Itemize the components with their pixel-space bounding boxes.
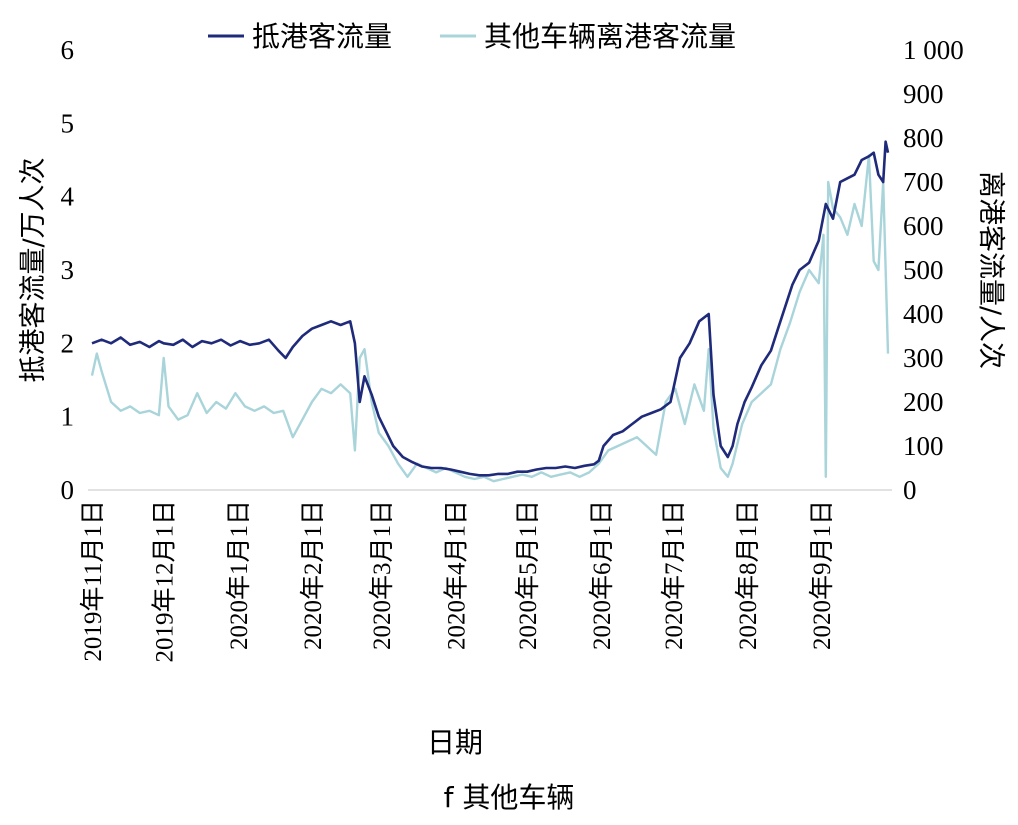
left-axis-title: 抵港客流量/万人次 [18, 157, 49, 382]
x-tick-label: 2020年4月1日 [442, 500, 470, 650]
right-tick-label: 400 [903, 299, 944, 329]
right-axis-ticks: 0 100 200 300 400 500 600 700 800 900 1 000 [903, 35, 964, 505]
left-axis-ticks: 0 1 2 3 4 5 6 [61, 35, 75, 505]
right-tick-label: 500 [903, 255, 944, 285]
figure-caption: f 其他车辆 [444, 781, 575, 814]
right-tick-label: 200 [903, 387, 944, 417]
x-tick-label: 2020年1月1日 [225, 500, 253, 650]
x-tick-label: 2020年5月1日 [514, 500, 542, 650]
x-axis-ticks: 2019年11月1日 2019年12月1日 2020年1月1日 2020年2月1日 20… [79, 500, 836, 663]
x-axis-title: 日期 [427, 726, 483, 759]
x-tick-label: 2020年3月1日 [368, 500, 396, 650]
right-axis-title: 离港客流量/人次 [975, 171, 1006, 369]
left-tick-label: 0 [61, 475, 75, 505]
left-tick-label: 5 [61, 108, 75, 138]
legend-label-arrival: 抵港客流量 [252, 20, 392, 53]
left-tick-label: 2 [61, 328, 75, 358]
x-tick-label: 2020年2月1日 [299, 500, 327, 650]
x-tick-label: 2020年8月1日 [734, 500, 762, 650]
legend: 抵港客流量 其他车辆离港客流量 [208, 20, 736, 53]
right-tick-label: 800 [903, 123, 944, 153]
left-tick-label: 3 [61, 255, 75, 285]
x-tick-label: 2020年6月1日 [588, 500, 616, 650]
legend-label-departure: 其他车辆离港客流量 [484, 20, 736, 53]
series-line-departure [90, 154, 890, 483]
series-line-arrival [91, 140, 890, 477]
right-tick-label: 700 [903, 167, 944, 197]
x-tick-label: 2020年7月1日 [660, 500, 688, 650]
right-tick-label: 900 [903, 79, 944, 109]
right-tick-label: 100 [903, 431, 944, 461]
left-tick-label: 6 [61, 35, 75, 65]
x-tick-label: 2019年12月1日 [151, 500, 179, 663]
x-tick-label: 2020年9月1日 [808, 500, 836, 650]
right-tick-label: 300 [903, 343, 944, 373]
left-tick-label: 1 [61, 402, 75, 432]
left-tick-label: 4 [61, 182, 75, 212]
series-layer [90, 140, 890, 483]
right-tick-label: 1 000 [903, 35, 964, 65]
right-tick-label: 0 [903, 475, 917, 505]
right-tick-label: 600 [903, 211, 944, 241]
x-tick-label: 2019年11月1日 [79, 500, 107, 662]
